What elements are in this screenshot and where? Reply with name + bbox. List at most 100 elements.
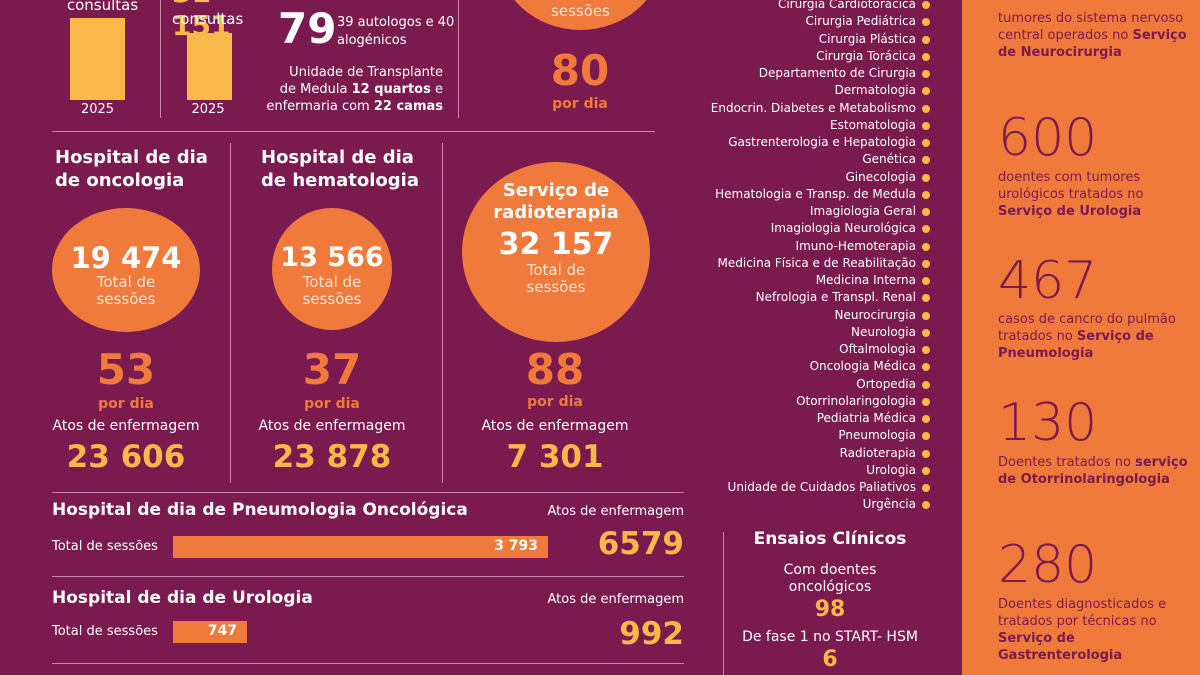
right-text-3: Doentes tratados no serviço de Otorrinol… xyxy=(998,454,1188,488)
year-label-2: 2025 xyxy=(191,102,225,117)
right-text-3a: Doentes tratados no xyxy=(998,455,1136,470)
specialty-item: Cirurgia Cardiotorácica xyxy=(700,0,932,13)
uro-sessions-value: 747 xyxy=(207,623,237,639)
hosp-hema-circle: 13 566 Total de sessões xyxy=(272,208,392,330)
hosp-onco-per-day: 53 xyxy=(96,345,156,394)
radio-sessions-label-2: sessões xyxy=(526,278,586,296)
unit-line-2: de Medula 12 quartos e xyxy=(260,81,443,98)
divider xyxy=(52,663,684,664)
specialty-item: Oncologia Médica xyxy=(700,358,932,375)
specialty-item: Imagiologia Geral xyxy=(700,203,932,220)
specialty-item: Neurologia xyxy=(700,324,932,341)
specialty-item: Medicina Interna xyxy=(700,272,932,289)
unit-line-2c: e xyxy=(430,82,443,97)
hosp-hema-title: Hospital de dia de hematologia xyxy=(261,146,419,192)
hosp-hema-acts-label: Atos de enfermagem xyxy=(258,418,406,434)
unit-line-1: Unidade de Transplante xyxy=(289,65,443,80)
right-text-2a: casos de cancro do pulmão tratados no xyxy=(998,312,1176,344)
hosp-onco-circle: 19 474 Total de sessões xyxy=(52,208,200,332)
uro-sessions-bar: 747 xyxy=(173,621,247,643)
pneumo-sessions-label: Total de sessões xyxy=(52,539,158,554)
right-text-0a: tumores do sistema nervoso central opera… xyxy=(998,11,1184,43)
specialty-item: Departamento de Cirurgia xyxy=(700,65,932,82)
divider xyxy=(52,131,655,132)
trials-value-1: 98 xyxy=(814,597,846,622)
divider xyxy=(723,532,724,675)
hosp-onco-sessions-label-2: sessões xyxy=(96,290,156,308)
uro-title: Hospital de dia de Urologia xyxy=(52,588,313,608)
top-sessions-circle: sessões xyxy=(498,0,663,30)
radio-acts-label: Atos de enfermagem xyxy=(481,418,629,434)
transplant-desc: 39 autologos e 40 alogénicos xyxy=(337,15,455,48)
radio-per-day: 88 xyxy=(525,345,585,394)
trials-value-2: 6 xyxy=(822,647,838,672)
right-text-4: Doentes diagnosticados e tratados por té… xyxy=(998,596,1188,664)
top-col3: 79 39 autologos e 40 alogénicos Unidade … xyxy=(260,0,460,120)
pneumo-acts: 6579 xyxy=(597,526,684,562)
radio-acts: 7 301 xyxy=(506,439,604,475)
hosp-onco-sessions: 19 474 xyxy=(70,241,182,275)
divider xyxy=(442,143,443,483)
divider xyxy=(230,143,231,483)
specialty-item: Medicina Física e de Reabilitação xyxy=(700,255,932,272)
unit-line-3: enfermaria com 22 camas xyxy=(260,98,443,115)
specialty-item: Ortopedia xyxy=(700,376,932,393)
right-text-3b: serviço de Otorrinolaringologia xyxy=(998,455,1188,487)
hosp-hema-sessions-label-2: sessões xyxy=(302,290,362,308)
right-text-1b: Serviço de Urologia xyxy=(998,204,1142,219)
divider xyxy=(52,576,684,577)
consultas-bar-1 xyxy=(70,18,125,100)
specialty-item: Cirurgia Torácica xyxy=(700,48,932,65)
specialty-item: Gastrenterologia e Hepatologia xyxy=(700,134,932,151)
hosp-onco-title-1: Hospital de dia xyxy=(55,147,208,168)
right-text-2b: Serviço de Pneumologia xyxy=(998,329,1154,361)
hosp-hema-acts: 23 878 xyxy=(272,439,392,475)
hosp-hema-title-1: Hospital de dia xyxy=(261,147,414,168)
uro-acts: 992 xyxy=(619,616,684,652)
consultas-bar-2 xyxy=(187,33,232,100)
trials-box: Ensaios Clínicos Com doentes oncológicos… xyxy=(730,528,930,674)
specialty-item: Hematologia e Transp. de Medula xyxy=(700,186,932,203)
right-number-4: 280 xyxy=(998,535,1098,595)
right-text-0b: Serviço de Neurocirurgia xyxy=(998,28,1187,60)
transplant-unit: Unidade de Transplante de Medula 12 quar… xyxy=(260,64,443,115)
specialty-item: Urologia xyxy=(700,462,932,479)
hosp-hema-per-day: 37 xyxy=(302,345,362,394)
specialty-item: Neurocirurgia xyxy=(700,307,932,324)
radio-title-2: radioterapia xyxy=(493,202,619,223)
year-label-1: 2025 xyxy=(80,102,115,117)
trials-line-2: oncológicos xyxy=(788,579,872,595)
specialty-item: Estomatologia xyxy=(700,117,932,134)
pneumo-title: Hospital de dia de Pneumologia Oncológic… xyxy=(52,500,468,520)
pneumo-sessions-bar: 3 793 xyxy=(173,536,548,558)
specialty-item: Ginecologia xyxy=(700,169,932,186)
radio-title-1: Serviço de xyxy=(502,180,610,201)
radio-circle: Serviço de radioterapia 32 157 Total de … xyxy=(462,162,650,342)
hosp-hema-sessions: 13 566 xyxy=(280,242,384,273)
right-text-4b: Serviço de Gastrenterologia xyxy=(998,631,1123,663)
top-per-day-label: por dia xyxy=(552,96,608,112)
unit-line-3b: 22 camas xyxy=(373,99,443,114)
right-panel: tumores do sistema nervoso central opera… xyxy=(962,0,1200,675)
right-number-1: 600 xyxy=(998,108,1098,168)
radio-sessions: 32 157 xyxy=(498,227,614,262)
right-number-3: 130 xyxy=(998,393,1098,453)
specialty-item: Imuno-Hemoterapia xyxy=(700,238,932,255)
unit-line-3a: enfermaria com xyxy=(266,99,374,114)
divider xyxy=(52,492,684,493)
uro-sessions-label: Total de sessões xyxy=(52,624,158,639)
radio-sessions-label-1: Total de xyxy=(526,261,586,279)
specialty-item: Pediatria Médica xyxy=(700,410,932,427)
specialty-item: Urgência xyxy=(700,496,932,513)
uro-acts-label: Atos de enfermagem xyxy=(547,592,684,607)
hosp-hema-sessions-label-1: Total de xyxy=(302,273,362,291)
specialty-item: Imagiologia Neurológica xyxy=(700,220,932,237)
consultas-label-1: consultas xyxy=(66,0,139,14)
right-text-2: casos de cancro do pulmão tratados no Se… xyxy=(998,311,1188,362)
consultas-label-2: consultas xyxy=(172,10,244,28)
top-col2: 31 151 consultas 2025 xyxy=(172,0,262,120)
right-text-1: doentes com tumores urológicos tratados … xyxy=(998,169,1188,220)
hosp-hema-per-day-label: por dia xyxy=(304,396,360,412)
specialty-item: Unidade de Cuidados Paliativos xyxy=(700,479,932,496)
specialty-item: Nefrologia e Transpl. Renal xyxy=(700,289,932,306)
